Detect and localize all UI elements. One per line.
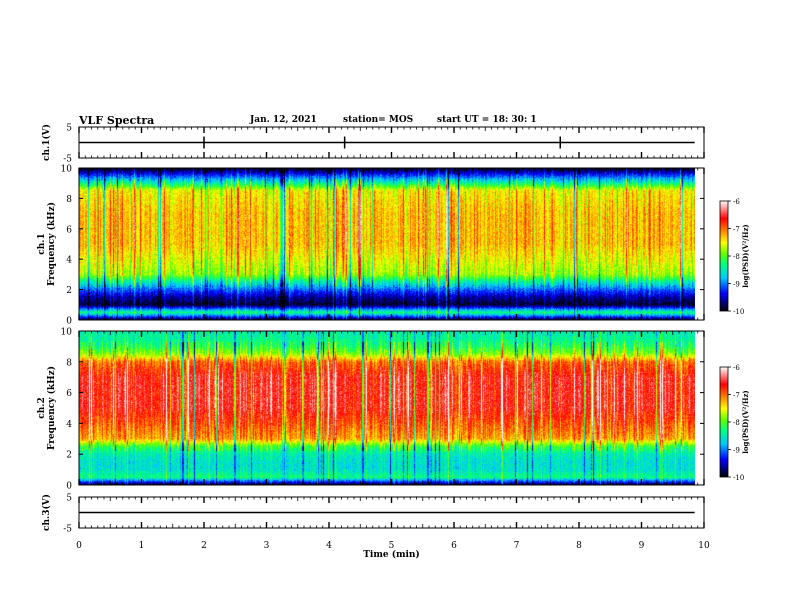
x-tick-label: 5 [389, 541, 395, 551]
ch1-spectrogram-ytick-label: 6 [66, 225, 72, 235]
ch1-spectrogram-colorbar-tick-label: -6 [733, 198, 740, 206]
x-axis-label: Time (min) [363, 549, 420, 560]
x-tick-label: 10 [698, 541, 710, 551]
ch2-spectrogram-ytick-label: 0 [66, 482, 72, 492]
ch2-spectrogram-colorbar-tick-label: -8 [733, 419, 740, 427]
ch1-waveform-ylabel: ch.1(V) [41, 124, 52, 161]
ch3-waveform-ytick-label: -5 [63, 525, 72, 535]
ch1-spectrogram-colorbar-tick-label: -7 [733, 226, 740, 234]
ch2-spectrogram-colorbar-tick-label: -9 [733, 447, 740, 455]
ch2-spectrogram-ytick-label: 10 [61, 328, 73, 338]
ch2-spectrogram-colorbar-tick-label: -7 [733, 392, 740, 400]
ch1-waveform-ytick-label: 5 [66, 124, 72, 134]
x-tick-label: 1 [139, 541, 145, 551]
ch2-spectrogram-ytick-label: 6 [66, 389, 72, 399]
ch1-waveform-ytick-label: -5 [63, 155, 72, 165]
ch2-spectrogram-ylabel: Frequency (kHz) [46, 366, 57, 450]
ch2-spectrogram-colorbar [719, 366, 729, 478]
ch1-spectrogram-ytick-label: 4 [66, 256, 72, 266]
ch1-spectrogram-ytick-label: 2 [66, 286, 72, 296]
ch1-spectrogram-ylabel: ch.1 [37, 233, 47, 254]
x-tick-label: 2 [201, 541, 207, 551]
ch1-spectrogram-colorbar-label: log(PSD)(V²/Hz) [741, 224, 750, 288]
ch1-spectrogram-colorbar-tick-label: -9 [733, 281, 740, 289]
ch3-waveform-ytick-label: 5 [66, 494, 72, 504]
ch2-spectrogram-ytick-label: 2 [66, 451, 72, 461]
x-tick-label: 3 [264, 541, 270, 551]
ch2-spectrogram-ytick-label: 4 [66, 420, 72, 430]
x-tick-label: 9 [639, 541, 645, 551]
ch2-spectrogram-colorbar-tick-label: -6 [733, 364, 740, 372]
ch1-spectrogram-ytick-label: 8 [66, 195, 72, 205]
x-tick-label: 7 [514, 541, 520, 551]
ch2-spectrogram-colorbar-label: log(PSD)(V²/Hz) [741, 390, 750, 454]
ch2-spectrogram-ytick-label: 8 [66, 358, 72, 368]
ch2-spectrogram-colorbar-tick-label: -10 [733, 474, 744, 482]
date-label: Jan. 12, 2021 [250, 115, 317, 125]
x-tick-label: 6 [451, 541, 457, 551]
ch1-spectrogram-colorbar [719, 200, 729, 312]
x-tick-label: 0 [76, 541, 82, 551]
ch3-waveform-ylabel: ch.3(V) [41, 494, 52, 531]
ch1-spectrogram-ylabel: Frequency (kHz) [46, 202, 57, 286]
ch2-spectrogram-image [79, 331, 695, 485]
ch1-spectrogram-image [79, 168, 695, 320]
start-time-label: start UT = 18: 30: 1 [437, 115, 537, 125]
ch1-spectrogram-colorbar-tick-label: -8 [733, 253, 740, 261]
station-label: station= MOS [343, 115, 414, 125]
ch1-spectrogram-colorbar-tick-label: -10 [733, 308, 744, 316]
ch2-spectrogram-ylabel: ch.2 [37, 397, 47, 418]
x-tick-label: 4 [326, 541, 332, 551]
figure-title: VLF Spectra [79, 114, 155, 127]
ch1-spectrogram-ytick-label: 0 [66, 317, 72, 327]
ch1-spectrogram-ytick-label: 10 [61, 165, 73, 175]
x-tick-label: 8 [576, 541, 582, 551]
